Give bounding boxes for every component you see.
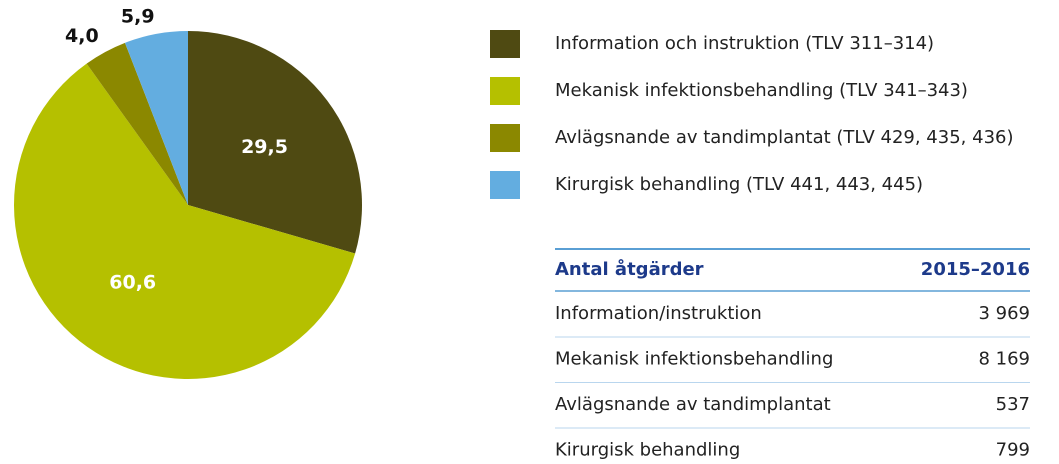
table-cell: 537 bbox=[996, 394, 1030, 415]
legend-label: Kirurgisk behandling (TLV 441, 443, 445) bbox=[555, 174, 923, 195]
pie-slice bbox=[86, 42, 188, 205]
pie-slice bbox=[14, 63, 356, 380]
table-cell: Kirurgisk behandling bbox=[555, 440, 740, 461]
table-header: 2015–2016 bbox=[921, 259, 1030, 280]
data-label: 5,9 bbox=[121, 5, 155, 27]
legend-swatch bbox=[490, 171, 520, 199]
table-cell: Mekanisk infektionsbehandling bbox=[555, 349, 833, 370]
data-label: 4,0 bbox=[65, 25, 99, 47]
data-label: 60,6 bbox=[109, 272, 156, 294]
table-cell: Avlägsnande av tandimplantat bbox=[555, 394, 831, 415]
data-label: 29,5 bbox=[241, 136, 288, 158]
legend-label: Mekanisk infektionsbehandling (TLV 341–3… bbox=[555, 80, 968, 101]
legend-label: Avlägsnande av tandimplantat (TLV 429, 4… bbox=[555, 127, 1014, 148]
table-cell: Information/instruktion bbox=[555, 303, 762, 324]
legend-swatch bbox=[490, 124, 520, 152]
table-cell: 799 bbox=[996, 440, 1030, 461]
legend-swatch bbox=[490, 77, 520, 105]
table-header: Antal åtgärder bbox=[555, 258, 704, 280]
table-cell: 3 969 bbox=[978, 303, 1030, 324]
pie-slice bbox=[188, 31, 362, 254]
legend-swatch bbox=[490, 30, 520, 58]
pie-slice bbox=[124, 31, 188, 205]
table-cell: 8 169 bbox=[978, 349, 1030, 370]
legend-label: Information och instruktion (TLV 311–314… bbox=[555, 33, 934, 54]
